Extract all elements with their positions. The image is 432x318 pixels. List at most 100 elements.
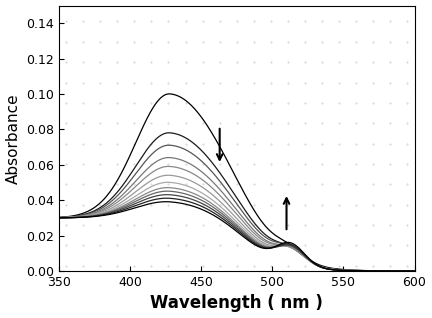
Point xyxy=(233,162,240,167)
Point xyxy=(182,182,189,187)
Point xyxy=(97,202,104,207)
Point xyxy=(302,100,308,106)
Point xyxy=(353,80,360,85)
Point xyxy=(165,162,172,167)
Point xyxy=(370,121,377,126)
Point xyxy=(233,121,240,126)
Point xyxy=(302,121,308,126)
Point xyxy=(131,80,138,85)
Point xyxy=(233,60,240,65)
Point xyxy=(182,121,189,126)
Point xyxy=(370,60,377,65)
Point xyxy=(216,162,223,167)
Point xyxy=(199,100,206,106)
Point xyxy=(63,202,70,207)
Point xyxy=(114,162,121,167)
Point xyxy=(79,263,86,268)
Point xyxy=(148,80,155,85)
Point xyxy=(267,80,274,85)
Point xyxy=(182,223,189,228)
Point xyxy=(267,121,274,126)
Point xyxy=(251,223,257,228)
Point xyxy=(131,39,138,45)
Point xyxy=(404,162,411,167)
Point xyxy=(216,121,223,126)
Point xyxy=(233,80,240,85)
Point xyxy=(97,141,104,146)
Point xyxy=(353,162,360,167)
Point xyxy=(336,60,343,65)
Point xyxy=(63,162,70,167)
Point xyxy=(216,60,223,65)
Point xyxy=(131,121,138,126)
Point xyxy=(387,182,394,187)
Point xyxy=(285,243,292,248)
Point xyxy=(165,243,172,248)
Point xyxy=(251,19,257,24)
Point xyxy=(267,243,274,248)
Point xyxy=(302,39,308,45)
Point xyxy=(79,141,86,146)
Point xyxy=(404,60,411,65)
Point xyxy=(63,263,70,268)
Point xyxy=(199,202,206,207)
Point xyxy=(79,80,86,85)
Point xyxy=(233,100,240,106)
Point xyxy=(302,182,308,187)
Point xyxy=(114,100,121,106)
Point xyxy=(131,263,138,268)
Y-axis label: Absorbance: Absorbance xyxy=(6,93,21,183)
Point xyxy=(404,100,411,106)
Point xyxy=(165,121,172,126)
Point xyxy=(182,100,189,106)
Point xyxy=(370,202,377,207)
Point xyxy=(267,202,274,207)
Point xyxy=(387,223,394,228)
Point xyxy=(233,243,240,248)
Point xyxy=(285,121,292,126)
Point xyxy=(165,100,172,106)
Point xyxy=(199,39,206,45)
Point xyxy=(131,223,138,228)
Point xyxy=(353,243,360,248)
Point xyxy=(182,162,189,167)
Point xyxy=(387,80,394,85)
Point xyxy=(302,263,308,268)
Point xyxy=(148,141,155,146)
Point xyxy=(79,182,86,187)
Point xyxy=(285,80,292,85)
Point xyxy=(165,223,172,228)
Point xyxy=(114,243,121,248)
Point xyxy=(319,141,326,146)
Point xyxy=(182,202,189,207)
Point xyxy=(199,19,206,24)
Point xyxy=(131,141,138,146)
Point xyxy=(182,243,189,248)
Point xyxy=(63,39,70,45)
Point xyxy=(63,182,70,187)
Point xyxy=(336,121,343,126)
Point xyxy=(404,263,411,268)
Point xyxy=(353,182,360,187)
Point xyxy=(267,263,274,268)
Point xyxy=(353,141,360,146)
Point xyxy=(370,80,377,85)
Point xyxy=(148,263,155,268)
Point xyxy=(285,39,292,45)
Point xyxy=(165,19,172,24)
Point xyxy=(199,60,206,65)
Point xyxy=(216,202,223,207)
Point xyxy=(182,80,189,85)
Point xyxy=(97,243,104,248)
Point xyxy=(131,19,138,24)
Point xyxy=(353,202,360,207)
Point xyxy=(148,19,155,24)
Point xyxy=(285,182,292,187)
Point xyxy=(233,202,240,207)
Point xyxy=(63,80,70,85)
Point xyxy=(79,162,86,167)
Point xyxy=(79,19,86,24)
Point xyxy=(216,19,223,24)
Point xyxy=(63,19,70,24)
Point xyxy=(302,19,308,24)
